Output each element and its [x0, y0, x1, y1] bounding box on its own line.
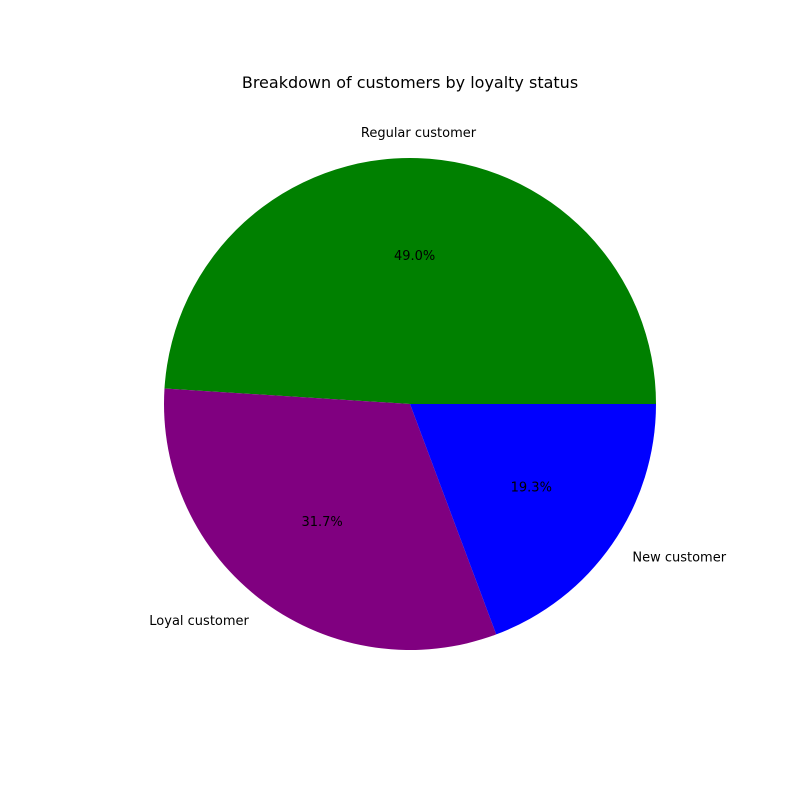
pie-slice-regular-customer — [164, 158, 657, 404]
pie-pct-label: 49.0% — [394, 249, 435, 264]
pie-slices — [164, 158, 657, 651]
pie-category-label: New customer — [632, 551, 726, 566]
pie-slice-loyal-customer — [164, 388, 497, 651]
pie-pct-label: 19.3% — [511, 481, 552, 496]
pie-category-label: Loyal customer — [149, 614, 249, 629]
pie-category-label: Regular customer — [361, 126, 477, 141]
pie-slice-new-customer — [410, 404, 656, 635]
pie-labels: 49.0% Regular customer 31.7% Loyal customer… — [149, 126, 726, 629]
pie-pct-label: 31.7% — [301, 515, 342, 530]
chart-title: Breakdown of customers by loyalty status — [242, 73, 578, 92]
